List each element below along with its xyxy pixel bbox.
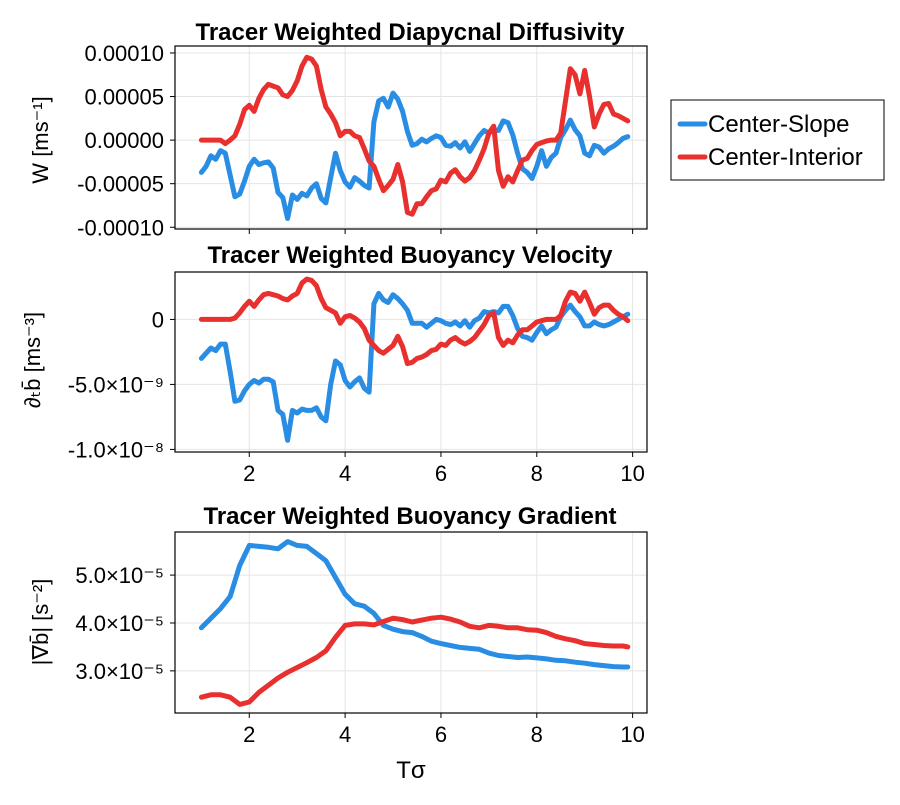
x-tick-label: 10 xyxy=(620,461,644,486)
x-tick-label: 4 xyxy=(339,461,351,486)
x-tick-label: 2 xyxy=(243,461,255,486)
y-axis-label: W [ms⁻¹] xyxy=(28,96,53,183)
panel-diapycnal-diffusivity: Tracer Weighted Diapycnal Diffusivity W … xyxy=(28,19,648,240)
y-tick-label: -0.00005 xyxy=(77,172,164,197)
y-tick-label: -1.0×10⁻⁸ xyxy=(68,437,164,462)
y-tick-label: 5.0×10⁻⁵ xyxy=(75,563,164,588)
panel-title: Tracer Weighted Buoyancy Velocity xyxy=(207,242,613,269)
y-tick-labels: 3.0×10⁻⁵ 4.0×10⁻⁵ 5.0×10⁻⁵ xyxy=(75,563,175,684)
series-lines xyxy=(198,276,631,443)
x-tick-label: 8 xyxy=(531,461,543,486)
y-tick-labels: -1.0×10⁻⁸ -5.0×10⁻⁹ 0 xyxy=(68,307,175,462)
series-line-center-slope xyxy=(198,539,631,670)
y-tick-label: 0.00005 xyxy=(84,85,164,110)
series-line-center-interior xyxy=(198,276,631,367)
legend-label-center-interior: Center-Interior xyxy=(708,144,863,171)
x-tick-labels: 2 4 6 8 10 xyxy=(243,713,645,747)
y-tick-label: -0.00010 xyxy=(77,215,164,240)
x-tick-label: 6 xyxy=(435,461,447,486)
y-tick-label: 0.00000 xyxy=(84,128,164,153)
panel-buoyancy-gradient: Tracer Weighted Buoyancy Gradient |∇b̄| … xyxy=(28,503,648,784)
series-line-center-slope xyxy=(198,90,631,221)
plot-frame xyxy=(174,45,648,230)
y-tick-label: 3.0×10⁻⁵ xyxy=(75,659,164,684)
y-tick-label: -5.0×10⁻⁹ xyxy=(68,372,164,397)
series-line-center-interior xyxy=(198,54,631,217)
panel-buoyancy-velocity: Tracer Weighted Buoyancy Velocity ∂ₜb̄ [… xyxy=(20,242,648,486)
x-tick-label: 4 xyxy=(339,722,351,747)
x-axis-label: Tσ xyxy=(396,757,426,784)
plot-frame xyxy=(174,271,648,453)
x-tick-labels: 2 4 6 8 10 xyxy=(243,452,645,486)
x-tick-labels xyxy=(248,229,634,234)
x-tick-label: 6 xyxy=(435,722,447,747)
panel-title: Tracer Weighted Diapycnal Diffusivity xyxy=(195,19,625,46)
series-lines xyxy=(198,539,631,707)
y-tick-label: 0 xyxy=(152,307,164,332)
y-axis-label: |∇b̄| [s⁻²] xyxy=(28,579,53,666)
y-tick-label: 0.00010 xyxy=(84,41,164,66)
series-line-center-slope xyxy=(198,290,631,443)
y-tick-label: 4.0×10⁻⁵ xyxy=(75,611,164,636)
y-axis-label: ∂ₜb̄ [ms⁻³] xyxy=(20,312,45,408)
y-tick-labels: -0.00010 -0.00005 0.00000 0.00005 0.00010 xyxy=(77,41,175,240)
panel-title: Tracer Weighted Buoyancy Gradient xyxy=(203,503,616,530)
legend-box xyxy=(670,99,885,181)
legend-label-center-slope: Center-Slope xyxy=(708,111,849,138)
x-tick-label: 8 xyxy=(531,722,543,747)
series-lines xyxy=(198,54,631,221)
x-tick-label: 10 xyxy=(620,722,644,747)
legend: Center-Slope Center-Interior xyxy=(670,99,885,181)
grid xyxy=(175,272,647,452)
x-tick-label: 2 xyxy=(243,722,255,747)
series-line-center-interior xyxy=(198,614,631,707)
